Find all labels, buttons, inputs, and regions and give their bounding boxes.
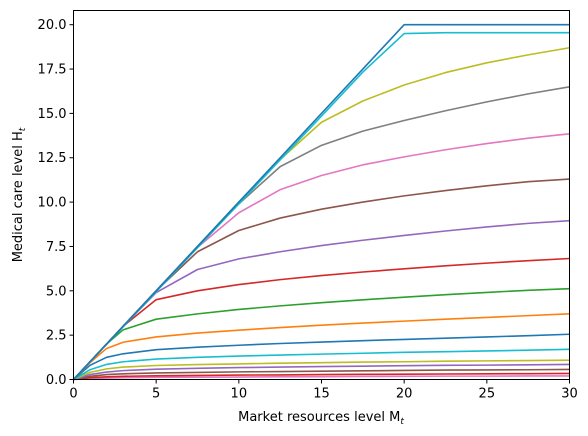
- series-line-3: [73, 368, 570, 381]
- series-line-17: [72, 23, 570, 381]
- y-tick-label: 2.5: [46, 329, 67, 344]
- series-line-16: [72, 31, 570, 381]
- ticks-layer: 0 5 10 15 20 25 30 0.0 2.5 5.0 7.5 10.0 12.5 15.0 17.5…: [38, 18, 578, 401]
- x-tick-label: 10: [231, 387, 248, 402]
- x-axis-label-sub: t: [400, 417, 404, 427]
- x-tick-label: 15: [313, 387, 330, 402]
- series-line-6: [73, 348, 570, 381]
- series-line-5: [73, 359, 570, 381]
- series-line-7: [72, 333, 570, 381]
- y-tick-label: 7.5: [46, 240, 67, 255]
- y-axis-label-sub: t: [18, 127, 28, 131]
- x-axis-label: Market resources level Mt: [238, 410, 404, 427]
- series-line-14: [72, 85, 570, 381]
- x-tick-label: 25: [479, 387, 496, 402]
- y-axis-label: Medical care level Ht: [11, 127, 28, 262]
- x-tick-label: 20: [396, 387, 413, 402]
- x-tick-label: 5: [152, 387, 160, 402]
- y-tick-label: 12.5: [38, 151, 67, 166]
- x-tick-label: 30: [561, 387, 578, 402]
- plot-frame: [73, 10, 570, 380]
- y-axis-label-main: Medical care level H: [11, 131, 26, 262]
- series-line-2: [73, 372, 570, 381]
- y-tick-label: 17.5: [38, 63, 67, 78]
- x-tick-label: 0: [69, 387, 77, 402]
- y-tick-label: 5.0: [46, 284, 67, 299]
- y-tick-label: 0.0: [46, 373, 67, 388]
- series-line-15: [72, 46, 570, 381]
- series-line-1: [73, 375, 570, 381]
- series-layer: [72, 23, 570, 381]
- series-line-4: [73, 363, 570, 381]
- series-line-8: [72, 313, 570, 381]
- y-tick-label: 10.0: [38, 196, 67, 211]
- y-tick-label: 20.0: [38, 18, 67, 33]
- series-line-12: [72, 178, 570, 381]
- y-tick-label: 15.0: [38, 107, 67, 122]
- x-axis-label-main: Market resources level M: [238, 410, 400, 425]
